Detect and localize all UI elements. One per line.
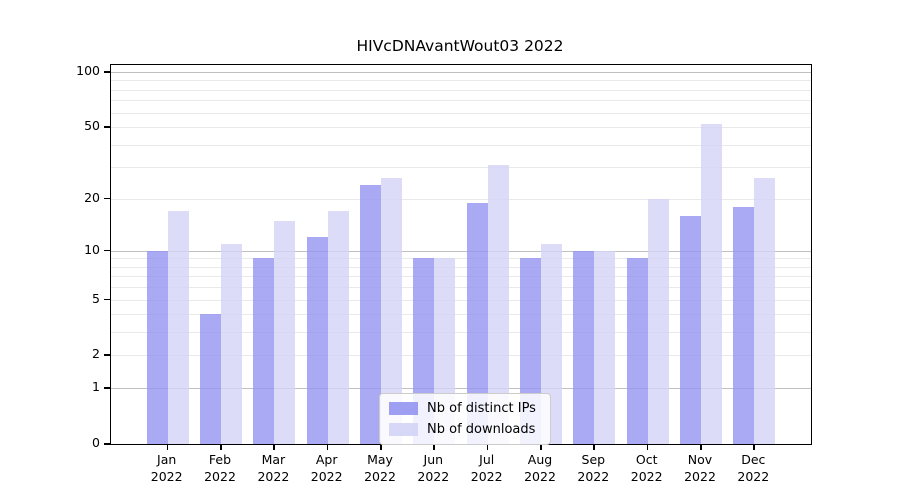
y-tick-mark xyxy=(104,197,110,200)
plot-area: Nb of distinct IPs Nb of downloads xyxy=(110,64,812,445)
y-tick-mark xyxy=(104,387,110,389)
y-tick-label: 20 xyxy=(84,189,100,205)
gridline-minor xyxy=(111,198,811,200)
x-tick-mark xyxy=(273,444,275,450)
y-tick-mark xyxy=(104,443,110,445)
gridline-minor xyxy=(111,167,811,169)
x-tick-label-sep: Sep 2022 xyxy=(577,452,610,484)
gridline-minor xyxy=(111,266,811,268)
y-tick-mark xyxy=(104,249,110,252)
y-tick-mark xyxy=(104,71,110,73)
bar-downloads-nov xyxy=(701,124,722,444)
x-tick-label-aug: Aug 2022 xyxy=(524,452,556,484)
x-tick-label-may: May 2022 xyxy=(364,452,396,484)
bar-ips-sep xyxy=(573,250,595,444)
chart-title: HIVcDNAvantWout03 2022 xyxy=(356,37,564,55)
gridline-decade xyxy=(111,250,811,252)
legend-swatch-downloads xyxy=(389,423,418,436)
bar-ips-mar xyxy=(253,258,275,444)
bar-ips-may xyxy=(360,184,381,444)
gridline-decade xyxy=(111,388,811,390)
bar-downloads-oct xyxy=(647,198,669,444)
legend: Nb of distinct IPs Nb of downloads xyxy=(379,393,551,445)
x-tick-label-jul: Jul 2022 xyxy=(470,452,503,484)
bar-downloads-jul xyxy=(487,164,509,444)
legend-item-downloads: Nb of downloads xyxy=(389,422,536,437)
gridline-minor xyxy=(111,355,811,357)
x-tick-mark xyxy=(753,444,755,450)
legend-label-downloads: Nb of downloads xyxy=(427,422,536,437)
y-tick-label: 100 xyxy=(76,63,100,78)
x-tick-mark xyxy=(593,444,595,450)
x-tick-mark xyxy=(326,444,329,450)
bar-downloads-feb xyxy=(221,243,242,444)
x-tick-mark xyxy=(166,444,169,450)
bar-ips-jul xyxy=(466,202,488,444)
gridline-minor xyxy=(111,332,811,334)
y-tick-label: 10 xyxy=(84,241,100,257)
y-tick-label: 50 xyxy=(84,118,100,134)
gridline-decade xyxy=(111,72,811,73)
bar-ips-nov xyxy=(680,215,701,444)
x-tick-mark xyxy=(220,444,222,450)
x-tick-mark xyxy=(540,444,542,450)
gridline-minor xyxy=(111,258,811,260)
bar-ips-dec xyxy=(733,206,755,444)
legend-item-distinct-ips: Nb of distinct IPs xyxy=(389,401,536,416)
bar-ips-jan xyxy=(146,250,168,444)
gridline-minor xyxy=(111,127,811,129)
bar-ips-oct xyxy=(626,258,648,444)
y-tick-mark xyxy=(104,126,110,128)
y-tick-label: 2 xyxy=(92,346,100,362)
bar-ips-apr xyxy=(306,237,328,444)
gridline-minor xyxy=(111,100,811,102)
bar-downloads-jan xyxy=(167,211,189,444)
x-tick-mark xyxy=(433,444,435,450)
x-tick-mark xyxy=(486,444,489,450)
bar-downloads-apr xyxy=(327,211,349,444)
bar-downloads-may xyxy=(381,178,402,444)
bar-downloads-dec xyxy=(754,178,776,444)
x-tick-label-feb: Feb 2022 xyxy=(204,452,236,484)
y-tick-label: 1 xyxy=(92,379,100,395)
legend-label-distinct-ips: Nb of distinct IPs xyxy=(427,401,536,416)
x-tick-label-mar: Mar 2022 xyxy=(257,452,290,484)
x-tick-label-nov: Nov 2022 xyxy=(684,452,716,484)
x-tick-mark xyxy=(700,444,702,450)
x-tick-mark xyxy=(380,444,382,450)
y-tick-mark xyxy=(104,298,110,301)
gridline-minor xyxy=(111,89,811,91)
bar-downloads-sep xyxy=(594,250,616,444)
gridline-minor xyxy=(111,276,811,278)
y-tick-label: 5 xyxy=(92,290,100,306)
x-tick-mark xyxy=(646,444,649,450)
x-tick-label-apr: Apr 2022 xyxy=(310,452,343,484)
x-tick-label-dec: Dec 2022 xyxy=(737,452,770,484)
gridline-minor xyxy=(111,287,811,289)
bar-downloads-mar xyxy=(274,220,296,444)
legend-swatch-distinct-ips xyxy=(389,402,418,415)
gridline-minor xyxy=(111,112,811,114)
y-tick-mark xyxy=(104,354,110,356)
x-tick-label-jan: Jan 2022 xyxy=(150,452,183,484)
bar-ips-feb xyxy=(200,314,221,444)
y-tick-label: 0 xyxy=(92,435,100,450)
gridline-minor xyxy=(111,299,811,301)
gridline-minor xyxy=(111,80,811,82)
x-tick-label-jun: Jun 2022 xyxy=(417,452,450,484)
gridline-minor xyxy=(111,314,811,316)
gridline-minor xyxy=(111,144,811,146)
x-tick-label-oct: Oct 2022 xyxy=(630,452,663,484)
